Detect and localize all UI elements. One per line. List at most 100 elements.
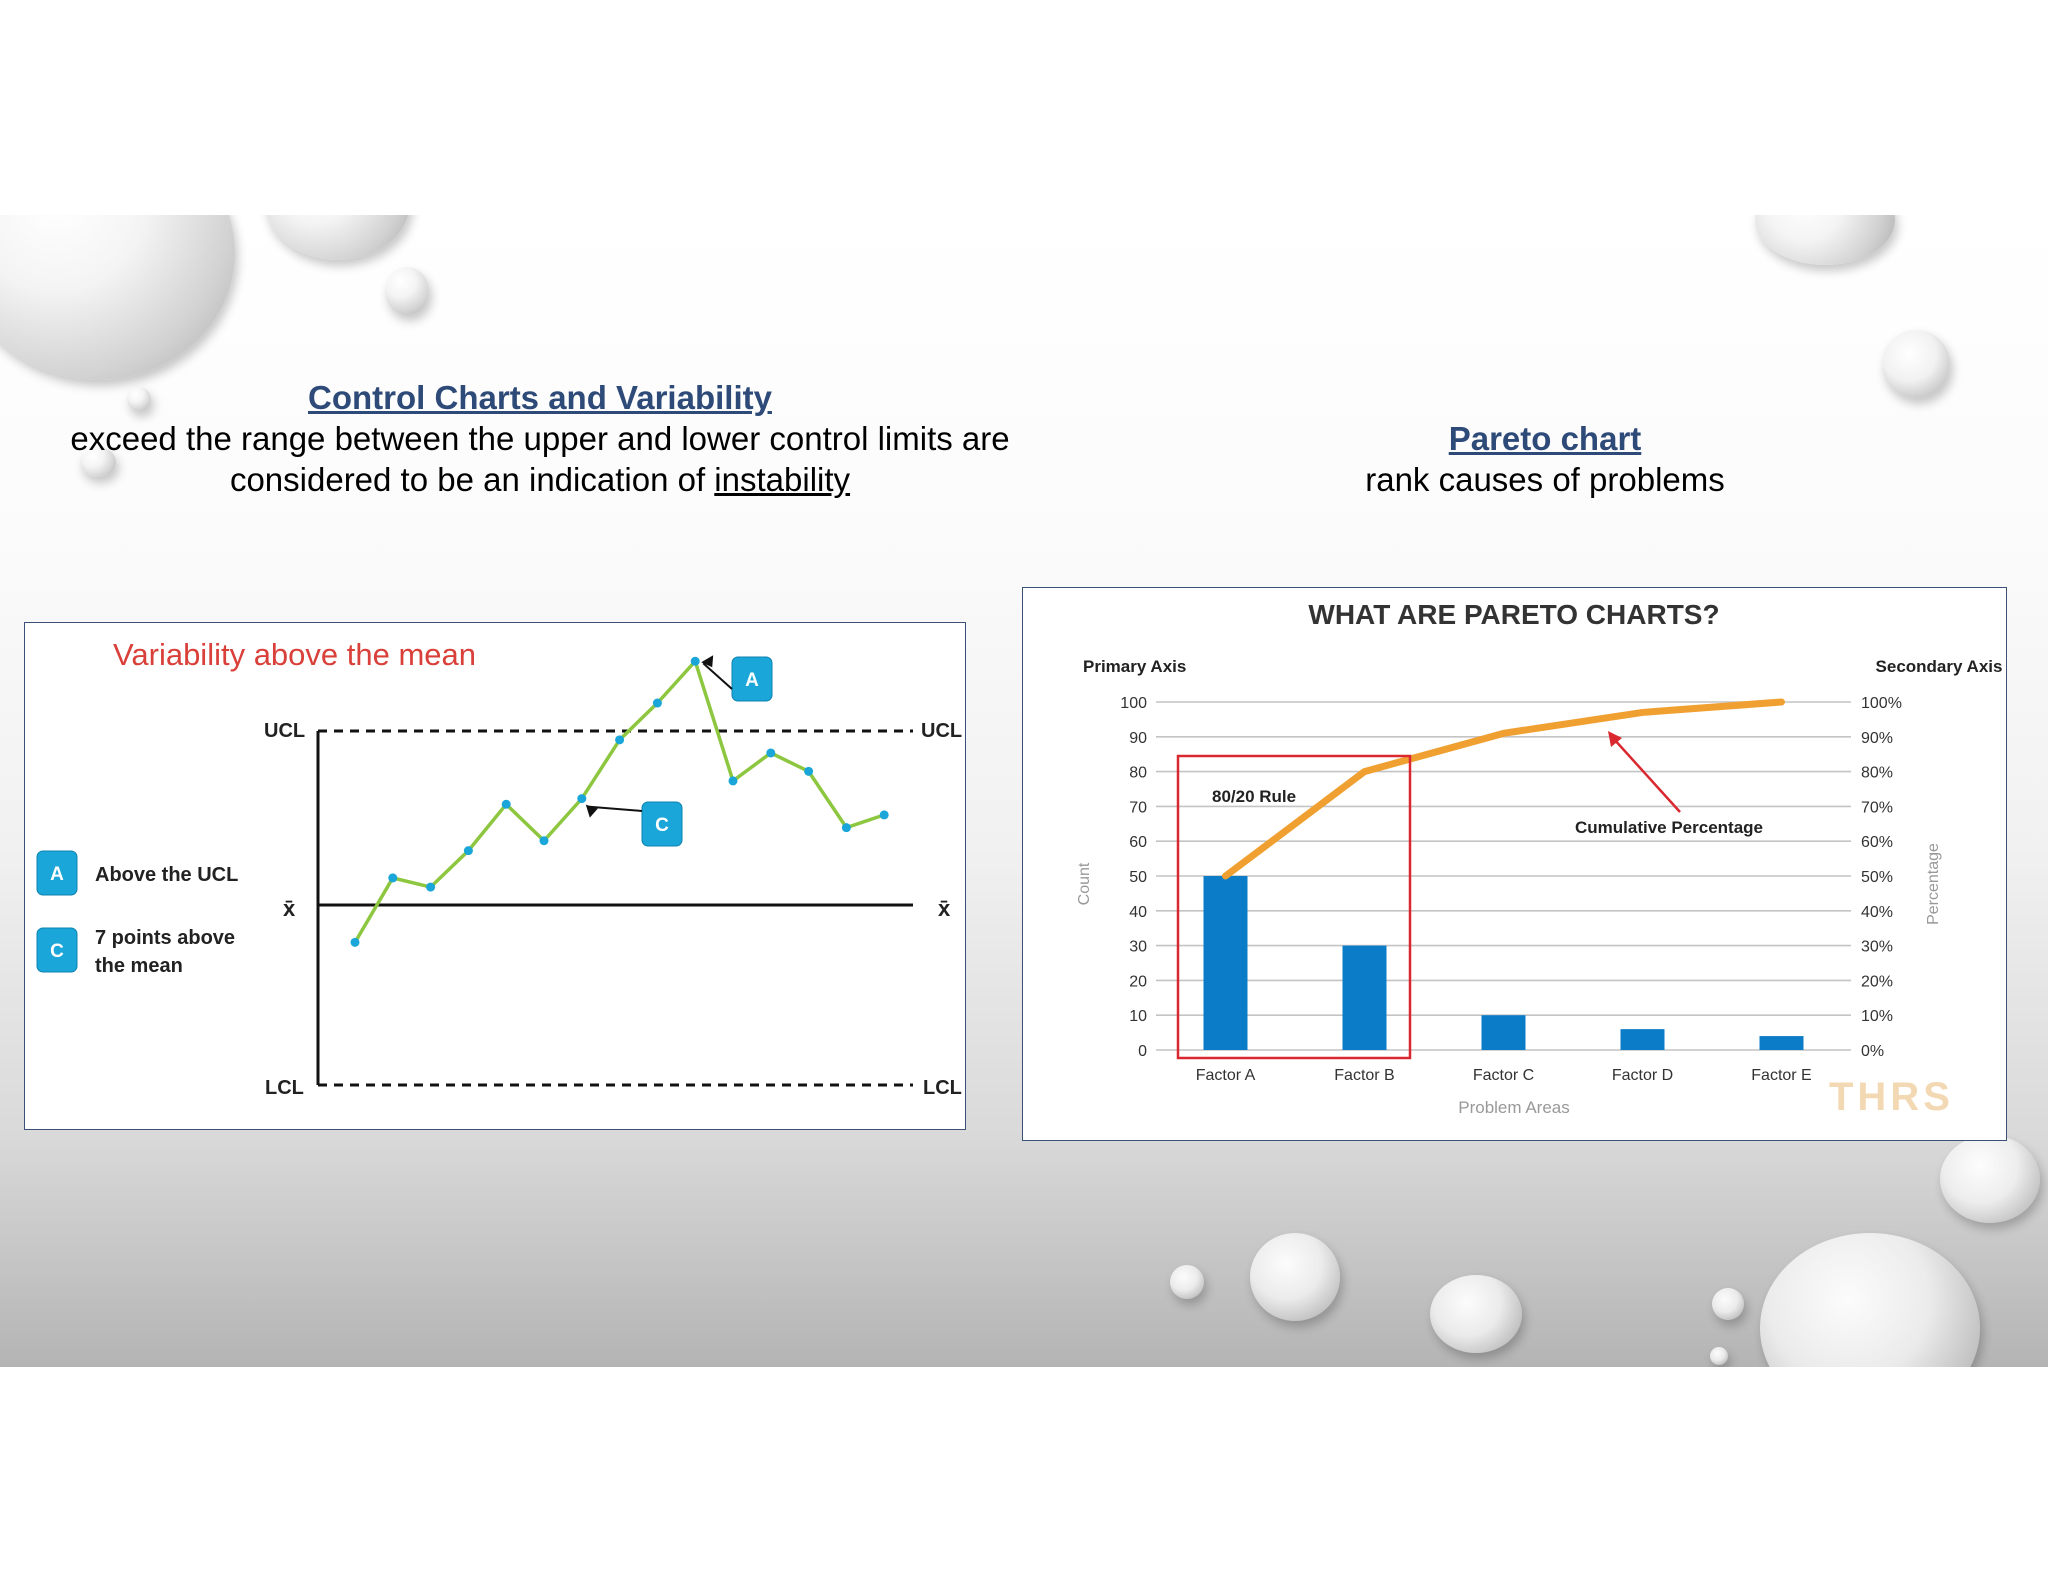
y-tick-label: 90 (1129, 730, 1147, 747)
data-point-3 (426, 882, 436, 892)
left-heading-title: Control Charts and Variability (308, 379, 772, 416)
data-point-15 (879, 810, 889, 820)
lcl-label-right: LCL (923, 1077, 962, 1099)
control-chart-panel: Variability above the mean UCL UCL LCL LCL x̄… (24, 622, 966, 1130)
x-tick-label: Factor B (1334, 1067, 1394, 1084)
cumulative-arrow (1612, 737, 1681, 813)
data-point-4 (463, 846, 473, 856)
y-tick-label: 20 (1129, 973, 1147, 990)
data-point-9 (652, 698, 662, 708)
callout-a-arrow (702, 662, 733, 690)
cumulative-line (1222, 698, 1785, 880)
y2-tick-label: 90% (1861, 730, 1893, 747)
y2-tick-label: 80% (1861, 765, 1893, 782)
water-drop (1940, 1135, 2040, 1223)
water-drop (1430, 1275, 1522, 1353)
water-drop (265, 215, 410, 260)
rule-annotation: 80/20 Rule (1212, 787, 1296, 806)
y2-tick-label: 50% (1861, 869, 1893, 886)
slide: Control Charts and Variability exceed th… (0, 215, 2048, 1367)
ucl-label-right: UCL (921, 720, 962, 742)
water-drop (1710, 1347, 1728, 1365)
water-drop (1712, 1288, 1744, 1320)
y-tick-label: 100 (1120, 695, 1147, 712)
right-heading: Pareto chart rank causes of problems (1290, 418, 1800, 500)
data-point-10 (690, 656, 700, 666)
water-drop (0, 215, 235, 380)
y-tick-label: 60 (1129, 834, 1147, 851)
left-heading-line1: exceed the range between the upper and l… (70, 420, 1010, 457)
bar-3 (1481, 1015, 1526, 1050)
cumulative-annotation: Cumulative Percentage (1575, 818, 1763, 837)
pareto-chart: WHAT ARE PARETO CHARTS? Primary Axis Secon… (1076, 599, 2003, 1119)
x-axis-title: Problem Areas (1458, 1098, 1570, 1117)
y2-tick-label: 40% (1861, 904, 1893, 921)
chart-title: Variability above the mean (113, 637, 476, 672)
primary-axis-label: Primary Axis (1083, 657, 1186, 676)
y2-tick-label: 0% (1861, 1043, 1884, 1060)
water-drop (127, 387, 151, 411)
data-point-7 (577, 794, 587, 804)
mean-label-left: x̄ (283, 896, 296, 921)
callout-c-arrow (587, 805, 643, 812)
right-heading-title: Pareto chart (1448, 420, 1642, 457)
secondary-axis-label: Secondary Axis (1876, 657, 2003, 676)
cumulative-arrowhead (1608, 731, 1622, 747)
data-point-6 (539, 836, 549, 846)
watermark-logo: THRS (1829, 1075, 1954, 1119)
legend-c-label-line1: 7 points above (95, 927, 235, 949)
legend-a-badge-letter: A (50, 864, 64, 885)
legend-a-label: Above the UCL (95, 864, 238, 886)
water-drop (385, 267, 429, 315)
y2-axis-title: Percentage (1925, 843, 1942, 925)
bar-5 (1759, 1036, 1804, 1050)
water-drop (80, 447, 116, 477)
data-point-12 (766, 748, 776, 758)
water-drop (1170, 1265, 1204, 1299)
data-point-13 (804, 766, 814, 776)
left-heading-keyword: instability (714, 461, 851, 498)
left-heading: Control Charts and Variability exceed th… (30, 377, 1050, 500)
data-point-11 (728, 776, 738, 786)
x-tick-label: Factor C (1473, 1067, 1534, 1084)
ucl-label-left: UCL (264, 720, 305, 742)
legend-a-badge (36, 850, 78, 896)
lcl-label-left: LCL (265, 1077, 304, 1099)
highlight-box (1176, 754, 1412, 1060)
pareto-chart-panel: WHAT ARE PARETO CHARTS? Primary Axis Secon… (1022, 587, 2007, 1141)
right-heading-subtitle: rank causes of problems (1365, 461, 1725, 498)
legend-c-badge (36, 927, 78, 973)
y-tick-label: 0 (1138, 1043, 1147, 1060)
y2-tick-label: 20% (1861, 973, 1893, 990)
callout-a-badge-letter: A (745, 670, 759, 691)
y-tick-label: 10 (1129, 1008, 1147, 1025)
bar-4 (1620, 1029, 1665, 1050)
y-axis-title: Count (1076, 862, 1093, 905)
y-tick-label: 50 (1129, 869, 1147, 886)
water-drop (1882, 330, 1950, 398)
data-point-14 (841, 823, 851, 833)
control-chart: Variability above the mean UCL UCL LCL LCL x̄… (36, 637, 962, 1099)
x-tick-label: Factor D (1612, 1067, 1673, 1084)
water-drop (1755, 215, 1895, 265)
mean-label-right: x̄ (938, 896, 951, 921)
y-tick-label: 80 (1129, 765, 1147, 782)
data-point-2 (388, 873, 398, 883)
callout-a-arrowhead (701, 655, 714, 668)
y-tick-label: 30 (1129, 939, 1147, 956)
bar-2 (1342, 945, 1387, 1050)
y2-tick-label: 60% (1861, 834, 1893, 851)
y2-tick-label: 30% (1861, 939, 1893, 956)
data-point-5 (501, 799, 511, 809)
callout-a-badge (731, 656, 773, 702)
y2-tick-label: 70% (1861, 799, 1893, 816)
y-tick-label: 40 (1129, 904, 1147, 921)
series-line (353, 657, 885, 944)
legend-c-label-line2: the mean (95, 955, 183, 977)
x-tick-label: Factor E (1751, 1067, 1811, 1084)
y-tick-label: 70 (1129, 799, 1147, 816)
data-point-8 (615, 735, 625, 745)
legend-c-badge-letter: C (50, 941, 64, 962)
callout-c-badge (641, 801, 683, 847)
water-drop (1250, 1233, 1340, 1321)
